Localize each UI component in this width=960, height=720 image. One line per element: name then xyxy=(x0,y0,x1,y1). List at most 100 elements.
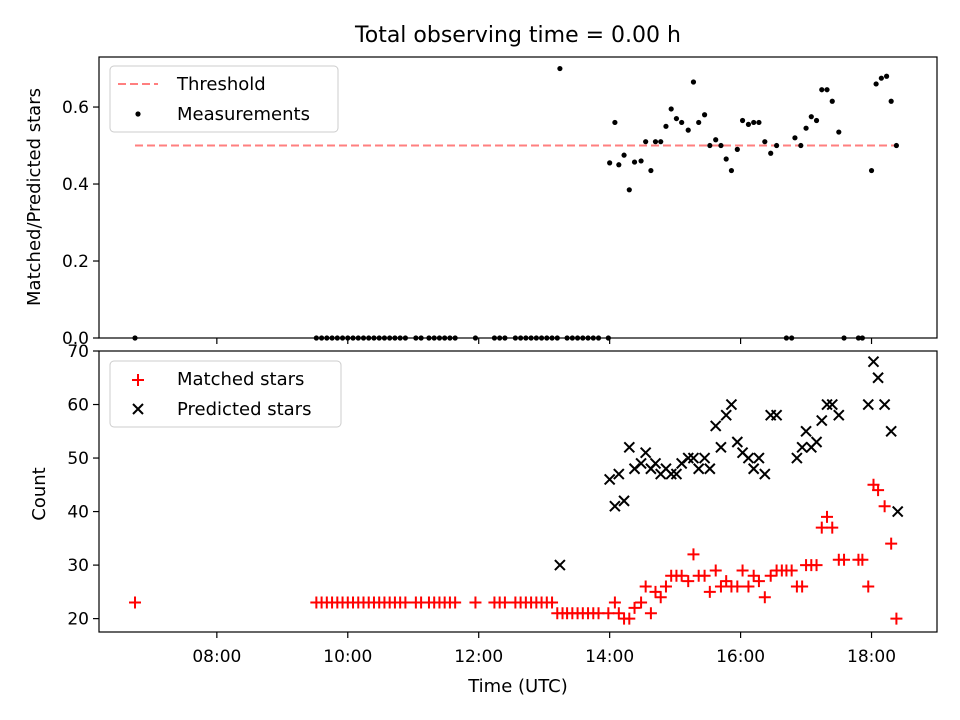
matched-star-point xyxy=(623,612,636,625)
matched-star-point xyxy=(682,575,695,588)
measurement-point xyxy=(855,335,862,341)
measurement-point xyxy=(574,335,581,341)
count-legend: Matched stars Predicted stars xyxy=(109,360,342,428)
measurement-point xyxy=(751,119,757,126)
measurement-point xyxy=(723,156,729,162)
measurement-point xyxy=(813,117,820,124)
measurement-point xyxy=(878,75,884,81)
measurement-point xyxy=(792,135,798,141)
measurement-point xyxy=(491,335,498,341)
measurement-point xyxy=(350,335,356,341)
measurement-point xyxy=(518,335,524,341)
measurement-point xyxy=(888,98,894,104)
x-tick-label: 18:00 xyxy=(847,647,896,667)
predicted-star-point xyxy=(731,436,744,448)
measurement-point xyxy=(668,106,674,112)
x-tick-label: 16:00 xyxy=(716,647,765,667)
matched-star-point xyxy=(675,569,688,582)
matched-star-point xyxy=(856,553,869,566)
measurement-point xyxy=(523,335,529,341)
measurement-point xyxy=(436,335,443,341)
matched-star-point xyxy=(742,580,755,593)
matched-star-point xyxy=(654,591,667,604)
measurement-point xyxy=(431,335,437,341)
predicted-star-point xyxy=(618,495,630,507)
measurement-point xyxy=(512,335,518,341)
predicted-star-point xyxy=(603,473,616,486)
matched-star-point xyxy=(659,580,672,593)
matched-star-point xyxy=(810,559,823,572)
measurement-point xyxy=(397,335,403,341)
matched-star-point xyxy=(878,500,891,513)
matched-star-point xyxy=(649,585,662,598)
ratio-legend: Threshold Measurements xyxy=(109,65,339,133)
measurement-point xyxy=(789,335,795,341)
matched-star-point xyxy=(885,537,898,550)
matched-star-point xyxy=(399,596,412,609)
matched-star-point xyxy=(714,580,727,593)
ratio-panel: Total observing time = 0.00 h Matched/Pr… xyxy=(24,23,938,349)
count-marks xyxy=(129,355,904,625)
measurement-point xyxy=(334,335,340,341)
matched-star-point xyxy=(785,564,798,577)
measurement-point xyxy=(355,335,361,341)
predicted-star-point xyxy=(704,463,716,475)
predicted-star-point xyxy=(698,452,711,464)
measurement-point xyxy=(360,335,367,341)
measurement-point xyxy=(638,158,644,164)
measurement-point xyxy=(132,335,138,341)
count-y-axis-label: Count xyxy=(29,467,50,520)
measurement-point xyxy=(663,123,669,129)
measurement-point xyxy=(580,335,586,341)
matched-star-point xyxy=(862,580,875,593)
chart-title: Total observing time = 0.00 h xyxy=(354,23,681,48)
measurement-point xyxy=(868,167,875,174)
measurement-point xyxy=(502,335,508,341)
measurement-point xyxy=(339,335,346,341)
ratio-y-ticks: 0.0 0.2 0.4 0.6 xyxy=(62,98,99,349)
measurement-point xyxy=(452,335,458,341)
predicted-star-point xyxy=(892,505,904,518)
predicted-star-point xyxy=(720,409,732,421)
measurement-point xyxy=(774,142,780,149)
measurement-point xyxy=(841,335,847,341)
count-y-tick-label: 20 xyxy=(67,610,89,630)
measurement-point xyxy=(402,335,408,341)
measurement-point xyxy=(313,335,319,341)
measurement-point xyxy=(554,335,560,341)
matched-star-point xyxy=(449,596,462,609)
measurement-point xyxy=(673,115,680,122)
matched-star-point xyxy=(129,596,142,609)
matched-star-point xyxy=(644,607,657,620)
predicted-star-point xyxy=(770,409,783,421)
count-y-tick-label: 60 xyxy=(67,396,89,416)
predicted-star-point xyxy=(821,398,833,411)
measurement-point xyxy=(768,150,774,156)
measurement-point xyxy=(324,335,330,341)
count-y-tick-label: 70 xyxy=(67,342,89,362)
measurement-point xyxy=(798,142,804,149)
matched-star-point xyxy=(890,612,903,625)
measurement-point xyxy=(345,335,351,341)
predicted-star-point xyxy=(710,420,722,432)
legend-measurements-label: Measurements xyxy=(177,104,310,125)
predicted-star-point xyxy=(872,372,884,384)
measurement-point xyxy=(685,127,691,133)
x-axis-label: Time (UTC) xyxy=(467,676,568,697)
measurement-point xyxy=(696,119,702,126)
measurement-point xyxy=(718,142,724,149)
ratio-y-tick-label: 0.0 xyxy=(62,329,89,349)
predicted-star-point xyxy=(759,468,771,480)
measurement-point xyxy=(707,142,713,149)
measurement-point xyxy=(447,335,453,341)
legend-predicted-label: Predicted stars xyxy=(177,399,311,420)
measurement-point xyxy=(824,87,830,93)
measurement-point xyxy=(883,73,890,79)
measurement-point xyxy=(756,119,762,126)
measurement-point xyxy=(318,335,325,341)
matched-star-point xyxy=(764,569,777,582)
matched-star-point xyxy=(747,569,760,582)
matched-star-point xyxy=(826,521,839,534)
matched-star-point xyxy=(608,596,621,609)
count-y-tick-label: 30 xyxy=(67,556,89,576)
